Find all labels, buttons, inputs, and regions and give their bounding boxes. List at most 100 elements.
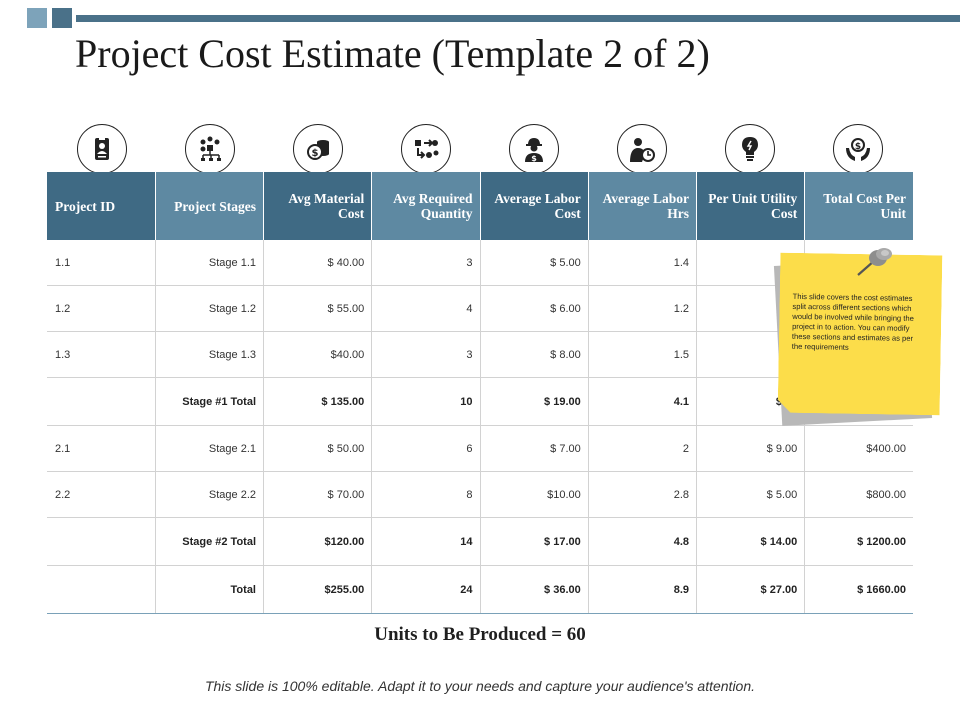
table-cell: $ 40.00 xyxy=(263,240,373,286)
icon-cell xyxy=(156,124,264,176)
table-cell: $ 5.00 xyxy=(696,471,806,518)
table-cell: $ 50.00 xyxy=(263,425,373,472)
table-cell: $ 19.00 xyxy=(480,377,589,426)
table-cell: $ 8.00 xyxy=(480,331,589,378)
table-cell: 2.8 xyxy=(588,471,698,518)
table-cell: Stage #1 Total xyxy=(155,377,265,426)
table-cell: $400.00 xyxy=(804,425,913,472)
coins-dollar-icon: $ xyxy=(293,124,343,174)
icon-cell xyxy=(48,124,156,176)
table-cell: Total xyxy=(155,565,265,614)
table-cell: 1.1 xyxy=(47,240,156,286)
table-cell xyxy=(47,377,156,426)
column-header: Avg Required Quantity xyxy=(371,172,481,240)
table-total-row: Total $255.00 24 $ 36.00 8.9 $ 27.00 $ 1660.00 xyxy=(47,565,913,614)
table-cell: $10.00 xyxy=(480,471,589,518)
sticky-note-text: This slide covers the cost estimates spl… xyxy=(791,291,914,352)
table-cell: Stage 1.2 xyxy=(155,285,265,332)
table-cell: 1.2 xyxy=(588,285,698,332)
icon-cell: $ xyxy=(480,124,588,176)
table-cell: $120.00 xyxy=(263,517,373,566)
table-cell: 2 xyxy=(588,425,698,472)
table-cell: $ 14.00 xyxy=(696,517,806,566)
process-arrows-icon xyxy=(401,124,451,174)
table-cell: 1.4 xyxy=(588,240,698,286)
table-cell: 1.2 xyxy=(47,285,156,332)
column-header: Per Unit Utility Cost xyxy=(696,172,806,240)
table-cell xyxy=(47,517,156,566)
svg-text:$: $ xyxy=(531,154,537,163)
table-cell: 10 xyxy=(371,377,481,426)
table-cell: 1.5 xyxy=(588,331,698,378)
cost-estimate-table: Project ID Project Stages Avg Material C… xyxy=(47,172,913,614)
person-clock-icon xyxy=(617,124,667,174)
table-cell: $ 6.00 xyxy=(480,285,589,332)
table-header-row: Project ID Project Stages Avg Material C… xyxy=(47,172,913,240)
table-cell: $ 5.00 xyxy=(480,240,589,286)
table-cell: 8.9 xyxy=(588,565,698,614)
slide-title: Project Cost Estimate (Template 2 of 2) xyxy=(75,31,710,76)
footer-note: This slide is 100% editable. Adapt it to… xyxy=(204,678,756,694)
table-cell: $40.00 xyxy=(263,331,373,378)
table-cell: 2.1 xyxy=(47,425,156,472)
table-cell: 6 xyxy=(371,425,481,472)
icon-cell xyxy=(696,124,804,176)
icon-cell xyxy=(372,124,480,176)
icon-cell: $ xyxy=(264,124,372,176)
table-cell: 4.8 xyxy=(588,517,698,566)
column-header: Average Labor Hrs xyxy=(588,172,698,240)
id-badge-icon xyxy=(77,124,127,174)
icon-cell: $ xyxy=(804,124,912,176)
org-chart-icon xyxy=(185,124,235,174)
table-cell: 2.2 xyxy=(47,471,156,518)
table-cell: Stage 2.1 xyxy=(155,425,265,472)
table-row: 2.1 Stage 2.1 $ 50.00 6 $ 7.00 2 $ 9.00 $400.00 xyxy=(47,425,913,472)
table-cell: $ 1660.00 xyxy=(804,565,913,614)
column-icon-row: $ $ $ xyxy=(48,124,912,176)
table-cell: 24 xyxy=(371,565,481,614)
header-square-light xyxy=(27,8,47,28)
lightbulb-icon xyxy=(725,124,775,174)
table-cell: Stage #2 Total xyxy=(155,517,265,566)
table-cell: 3 xyxy=(371,240,481,286)
column-header: Total Cost Per Unit xyxy=(804,172,913,240)
worker-dollar-icon: $ xyxy=(509,124,559,174)
units-to-be-produced: Units to Be Produced = 60 xyxy=(374,624,586,645)
column-header: Average Labor Cost xyxy=(480,172,589,240)
push-pin-icon xyxy=(857,248,892,276)
table-cell: Stage 1.3 xyxy=(155,331,265,378)
table-cell: $ 7.00 xyxy=(480,425,589,472)
table-cell: 4.1 xyxy=(588,377,698,426)
svg-text:$: $ xyxy=(855,142,861,152)
table-cell: $ 17.00 xyxy=(480,517,589,566)
icon-cell xyxy=(588,124,696,176)
table-cell xyxy=(47,565,156,614)
table-cell: 1.3 xyxy=(47,331,156,378)
svg-text:$: $ xyxy=(312,148,319,159)
table-cell: $ 36.00 xyxy=(480,565,589,614)
hands-dollar-icon: $ xyxy=(833,124,883,174)
column-header: Avg Material Cost xyxy=(263,172,373,240)
table-cell: 3 xyxy=(371,331,481,378)
table-row: 2.2 Stage 2.2 $ 70.00 8 $10.00 2.8 $ 5.00 $800.… xyxy=(47,471,913,518)
header-square-dark xyxy=(52,8,72,28)
table-cell: $ 27.00 xyxy=(696,565,806,614)
table-cell: 14 xyxy=(371,517,481,566)
table-cell: Stage 1.1 xyxy=(155,240,265,286)
column-header: Project ID xyxy=(47,172,156,240)
header-rule xyxy=(76,15,960,22)
table-cell: 4 xyxy=(371,285,481,332)
column-header: Project Stages xyxy=(155,172,265,240)
table-cell: $ 9.00 xyxy=(696,425,806,472)
table-cell: $800.00 xyxy=(804,471,913,518)
table-cell: Stage 2.2 xyxy=(155,471,265,518)
table-total-row: Stage #2 Total $120.00 14 $ 17.00 4.8 $ 14.00… xyxy=(47,517,913,566)
table-cell: $255.00 xyxy=(263,565,373,614)
table-cell: $ 1200.00 xyxy=(804,517,913,566)
table-cell: $ 70.00 xyxy=(263,471,373,518)
table-cell: $ 55.00 xyxy=(263,285,373,332)
table-cell: $ 135.00 xyxy=(263,377,373,426)
table-cell: 8 xyxy=(371,471,481,518)
